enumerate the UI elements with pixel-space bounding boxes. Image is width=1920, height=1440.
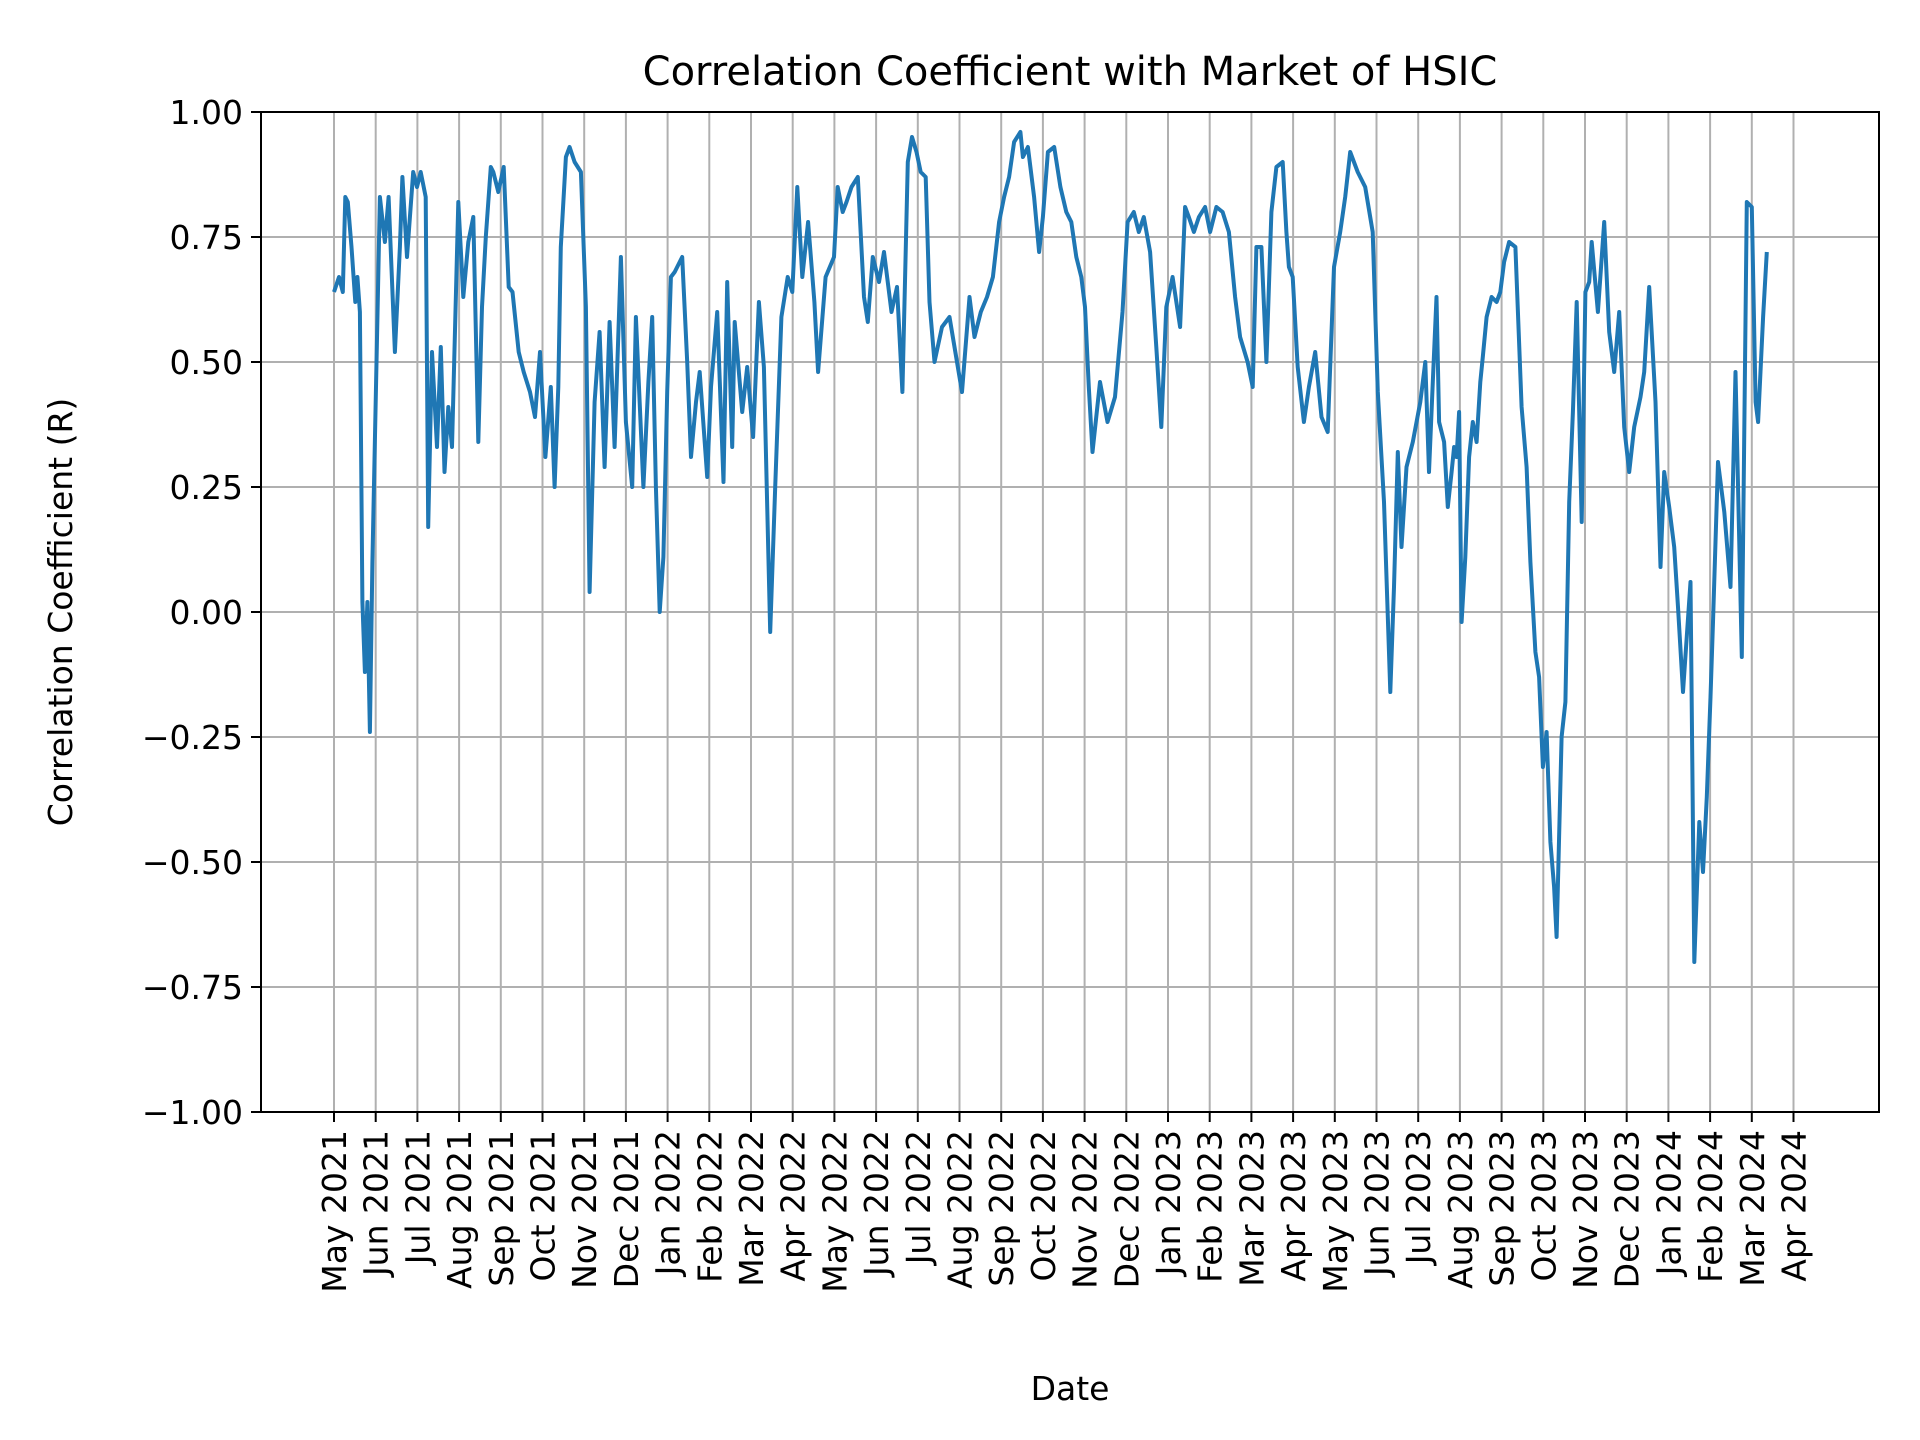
grid-lines [261,111,1879,1113]
x-tick-label: May 2023 [1316,1130,1355,1293]
x-tick-label: Mar 2022 [732,1130,771,1287]
x-tick-label: Jan 2023 [1149,1130,1188,1277]
y-tick-label: −0.75 [142,968,243,1007]
x-tick-label: Oct 2021 [524,1130,563,1282]
x-tick-label: Jul 2022 [899,1130,938,1266]
y-tick-label: 0.50 [170,343,243,382]
x-tick-label: Nov 2022 [1066,1130,1105,1289]
y-tick-label: 0.75 [170,218,243,257]
x-tick-label: Sep 2023 [1483,1130,1522,1287]
y-tick-label: −1.00 [142,1093,243,1132]
x-tick-label: Jul 2021 [398,1130,437,1266]
x-tick-label: Dec 2021 [607,1130,646,1288]
correlation-line [332,130,1769,964]
x-tick-label: Apr 2024 [1775,1130,1814,1282]
x-tick-label: Mar 2023 [1232,1130,1271,1287]
chart-title: Correlation Coefficient with Market of H… [643,49,1498,95]
x-tick-label: Oct 2023 [1524,1130,1563,1282]
y-axis-ticks: 1.00 0.75 0.50 0.25 0.00 −0.25 −0.50 −0.75 −1.00 [142,93,261,1132]
x-tick-label: Mar 2024 [1733,1130,1772,1287]
series-line [332,130,1769,964]
x-tick-label: Dec 2022 [1107,1130,1146,1288]
x-tick-label: Oct 2022 [1024,1130,1063,1282]
y-tick-label: −0.25 [142,718,243,757]
x-tick-label: Aug 2021 [440,1130,479,1289]
x-tick-label: Sep 2022 [982,1130,1021,1287]
x-tick-label: Feb 2024 [1691,1130,1730,1283]
x-tick-label: Sep 2021 [482,1130,521,1287]
x-tick-label: Apr 2023 [1274,1130,1313,1282]
x-tick-label: Dec 2023 [1608,1130,1647,1288]
x-tick-label: Aug 2023 [1441,1130,1480,1289]
x-axis-ticks: May 2021 Jun 2021 Jul 2021 Aug 2021 Sep 2021… [315,1112,1814,1293]
x-tick-label: May 2022 [815,1130,854,1293]
x-tick-label: Jun 2021 [357,1130,396,1278]
y-tick-label: 0.00 [170,593,243,632]
x-tick-label: Apr 2022 [774,1130,813,1282]
x-tick-label: Feb 2023 [1191,1130,1230,1283]
y-axis-label: Correlation Coefficient (R) [41,398,80,827]
x-tick-label: Feb 2022 [690,1130,729,1283]
x-tick-label: Jun 2023 [1358,1130,1397,1278]
x-tick-label: Nov 2021 [565,1130,604,1289]
x-tick-label: Jul 2023 [1399,1130,1438,1266]
y-tick-label: 1.00 [170,93,243,132]
x-axis-label: Date [1031,1369,1110,1408]
y-tick-label: −0.50 [142,843,243,882]
x-tick-label: Jan 2024 [1649,1130,1688,1277]
x-tick-label: Aug 2022 [941,1130,980,1289]
x-tick-label: Jan 2022 [649,1130,688,1277]
y-tick-label: 0.25 [170,468,243,507]
x-tick-label: Jun 2022 [857,1130,896,1278]
x-tick-label: May 2021 [315,1130,354,1293]
x-tick-label: Nov 2023 [1566,1130,1605,1289]
